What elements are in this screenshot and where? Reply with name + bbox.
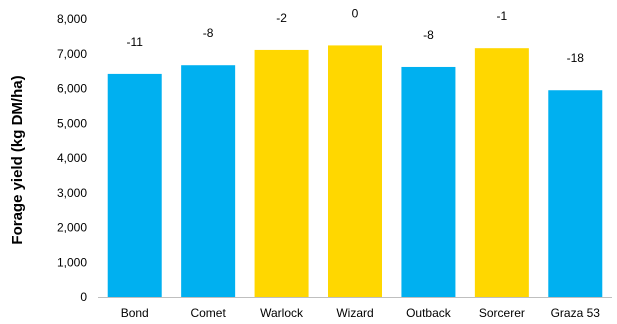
x-tick-label: Wizard bbox=[336, 306, 373, 320]
y-tick-label: 2,000 bbox=[57, 221, 87, 235]
x-tick-label: Bond bbox=[121, 306, 149, 320]
y-tick-label: 7,000 bbox=[57, 47, 87, 61]
y-tick-label: 3,000 bbox=[57, 186, 87, 200]
bar bbox=[107, 73, 162, 297]
x-tick-label: Graza 53 bbox=[551, 306, 601, 320]
x-tick-label: Warlock bbox=[260, 306, 304, 320]
bar bbox=[328, 45, 382, 297]
y-tick-label: 4,000 bbox=[57, 151, 87, 165]
y-tick-label: 1,000 bbox=[57, 255, 87, 269]
x-tick-label: Outback bbox=[406, 306, 452, 320]
y-axis-ticks: 0 1,000 2,000 3,000 4,000 5,000 6,000 7,000 8,00… bbox=[57, 12, 87, 304]
bar-data-label: -11 bbox=[126, 35, 143, 49]
bar bbox=[181, 65, 236, 297]
bars bbox=[107, 45, 603, 297]
bar-data-label: -2 bbox=[276, 11, 287, 25]
y-tick-label: 0 bbox=[80, 290, 87, 304]
data-labels: -11 -8 -2 0 -8 -1 -18 bbox=[126, 6, 584, 65]
bar bbox=[474, 48, 529, 297]
bar bbox=[254, 49, 309, 297]
y-tick-label: 6,000 bbox=[57, 82, 87, 96]
bar-data-label: -18 bbox=[567, 51, 585, 65]
bar bbox=[401, 66, 456, 297]
y-tick-label: 5,000 bbox=[57, 116, 87, 130]
bar-data-label: -8 bbox=[203, 26, 214, 40]
x-tick-label: Sorcerer bbox=[479, 306, 525, 320]
y-axis-label: Forage yield (kg DM/ha) bbox=[9, 75, 26, 244]
bar bbox=[548, 90, 603, 297]
bar-data-label: -8 bbox=[423, 28, 434, 42]
x-axis-ticks: Bond Comet Warlock Wizard Outback Sorcerer Gra… bbox=[121, 306, 601, 320]
y-tick-label: 8,000 bbox=[57, 12, 87, 26]
bar-data-label: -1 bbox=[497, 9, 508, 23]
bar-data-label: 0 bbox=[352, 6, 359, 20]
x-tick-label: Comet bbox=[190, 306, 226, 320]
